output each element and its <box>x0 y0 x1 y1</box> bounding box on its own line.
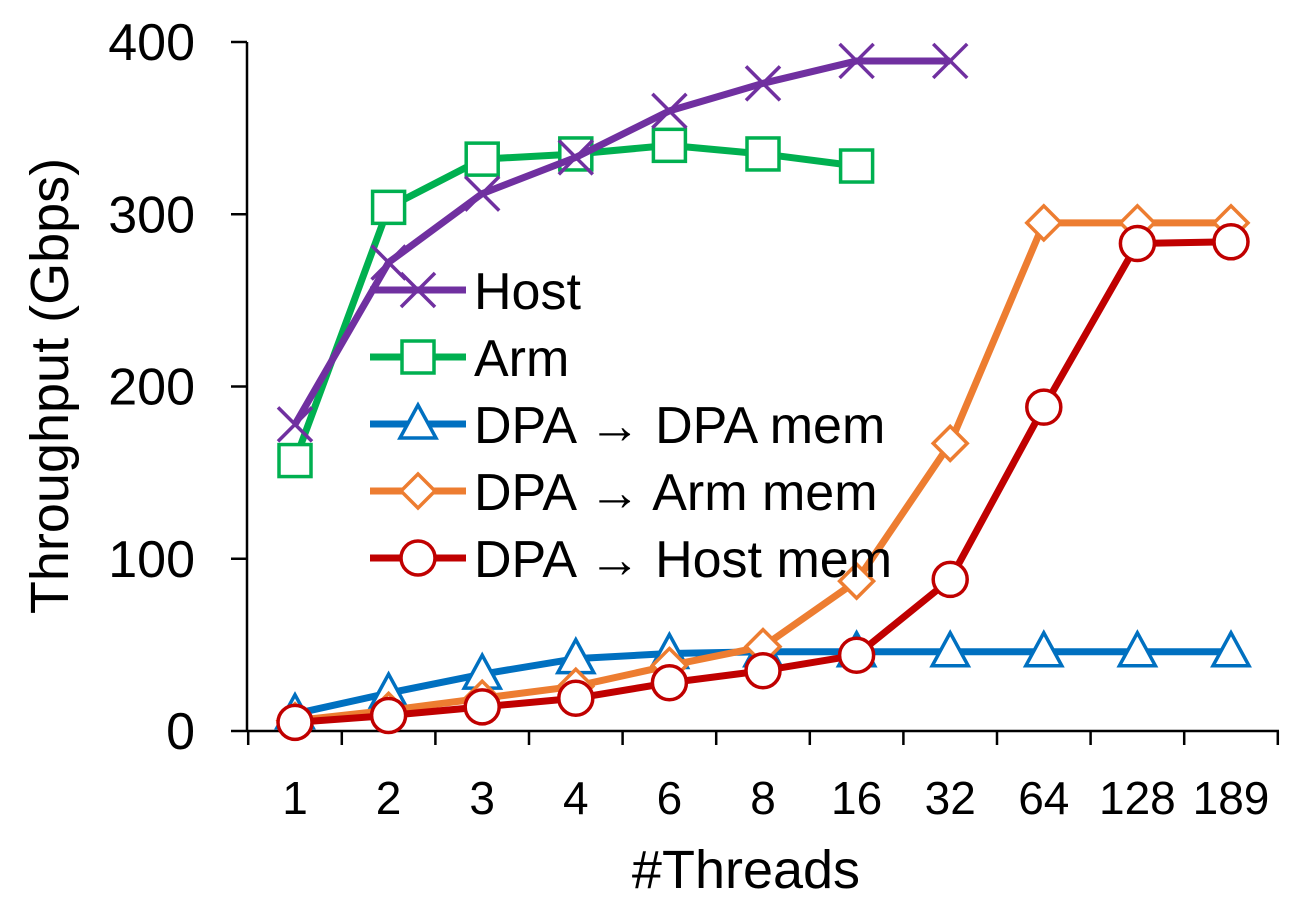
data-point <box>370 189 407 226</box>
legend-label: DPA → DPA mem <box>474 397 885 455</box>
data-point <box>838 42 875 80</box>
series-dpa-host-mem <box>276 223 1250 742</box>
y-tick-label: 300 <box>108 186 195 244</box>
x-tick-label: 32 <box>925 772 976 824</box>
y-tick-label: 400 <box>108 14 195 72</box>
x-tick-label: 8 <box>750 772 776 824</box>
y-tick-label: 200 <box>108 359 195 417</box>
axes: 0 100 200 300 400 1 2 3 4 6 8 16 32 64 128 189 <box>108 14 1280 824</box>
series-line <box>291 57 951 427</box>
legend-item: DPA → DPA mem <box>370 397 885 455</box>
data-point <box>369 696 408 735</box>
data-point <box>276 703 314 742</box>
y-axis-title: Throughput (Gbps) <box>20 158 80 614</box>
x-tick-label: 1 <box>282 772 308 824</box>
data-point <box>1118 224 1157 263</box>
data-point <box>463 688 501 726</box>
y-tick-label: 0 <box>166 703 195 761</box>
data-point <box>370 244 407 281</box>
data-point <box>557 679 595 718</box>
series-layer <box>274 42 1252 742</box>
data-point <box>463 175 501 212</box>
legend-item: Arm <box>370 330 569 388</box>
legend-item: Host <box>370 263 581 321</box>
data-point <box>744 65 782 102</box>
legend-label: DPA → Arm mem <box>474 464 878 522</box>
legend-label: DPA → Host mem <box>474 531 892 589</box>
legend-marker <box>399 271 437 309</box>
data-point <box>464 141 500 177</box>
x-tick-label: 6 <box>657 772 683 824</box>
data-point <box>557 139 595 176</box>
legend-item: DPA → Host mem <box>370 531 892 589</box>
data-point <box>1212 223 1250 261</box>
x-tick-label: 64 <box>1018 772 1069 824</box>
legend-marker <box>398 471 438 511</box>
data-point <box>930 423 970 463</box>
legend-label: Host <box>474 263 581 321</box>
data-point <box>1210 629 1252 668</box>
series-host <box>276 42 969 443</box>
data-point <box>744 651 782 690</box>
data-point <box>1025 388 1063 426</box>
data-point <box>1116 629 1159 668</box>
data-point <box>837 561 877 601</box>
legend-label: Arm <box>474 330 569 388</box>
data-point <box>931 42 969 80</box>
x-tick-label: 2 <box>376 772 402 824</box>
legend-item: DPA → Arm mem <box>370 464 878 522</box>
data-point <box>838 148 875 184</box>
data-point <box>931 560 969 599</box>
legend-marker <box>400 339 436 375</box>
data-point <box>277 442 313 479</box>
legend-marker <box>397 401 439 440</box>
data-point <box>276 406 314 443</box>
legend: Host Arm DPA → DPA mem DPA → Arm mem DPA → H… <box>370 263 892 589</box>
y-tick-label: 100 <box>108 531 195 589</box>
x-tick-label: 4 <box>563 772 589 824</box>
data-point <box>1022 629 1065 668</box>
x-tick-label: 128 <box>1099 772 1176 824</box>
data-point <box>837 636 876 674</box>
data-point <box>1024 203 1064 243</box>
data-point <box>651 127 688 164</box>
x-axis-title: #Threads <box>632 840 860 900</box>
x-tick-label: 3 <box>469 772 495 824</box>
data-point <box>650 664 689 702</box>
x-tick-label: 189 <box>1193 772 1270 824</box>
data-point <box>651 92 688 130</box>
data-point <box>745 136 781 172</box>
x-tick-label: 16 <box>831 772 882 824</box>
legend-marker <box>399 539 437 577</box>
data-point <box>929 629 972 668</box>
